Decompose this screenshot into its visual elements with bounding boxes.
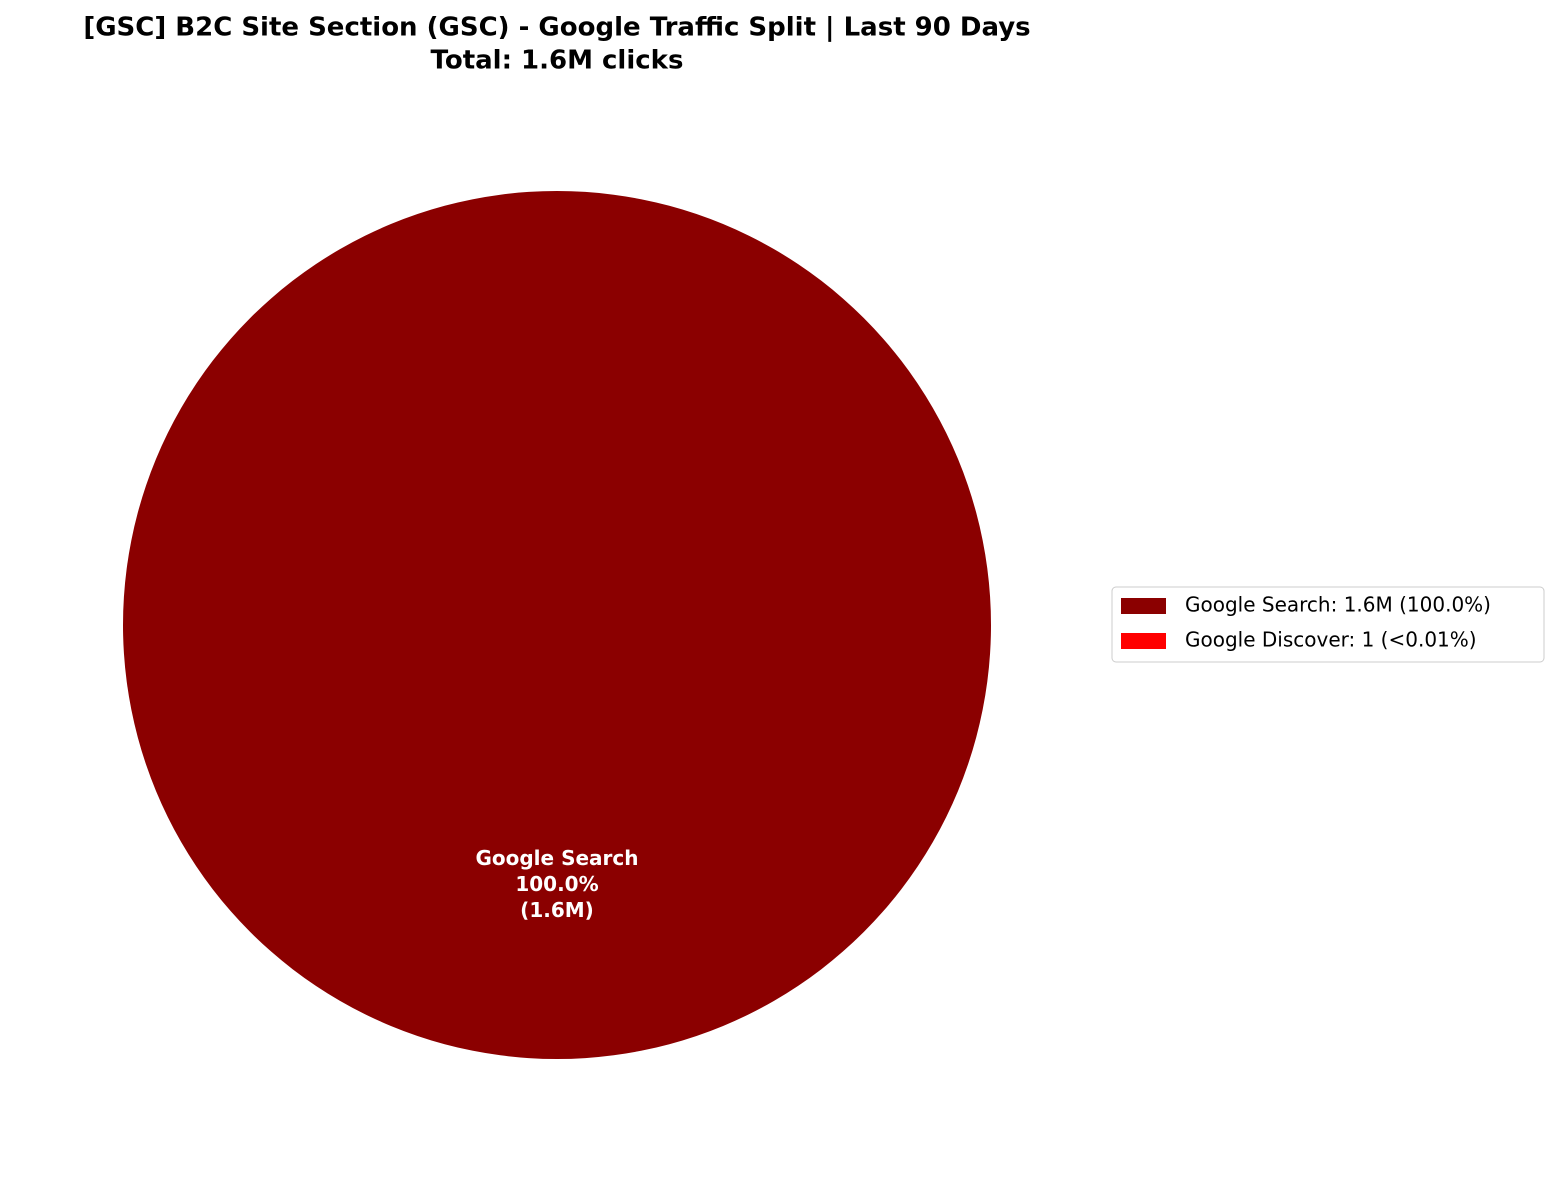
legend-label: Google Search: 1.6M (100.0%) bbox=[1185, 593, 1491, 617]
legend-label: Google Discover: 1 (<0.01%) bbox=[1185, 628, 1477, 652]
legend: Google Search: 1.6M (100.0%) Google Disco… bbox=[1111, 586, 1545, 663]
slice-label: (1.6M) bbox=[520, 898, 594, 922]
slice-label: 100.0% bbox=[515, 872, 598, 896]
legend-box bbox=[1111, 586, 1545, 663]
slice-label: Google Search bbox=[475, 846, 638, 870]
chart-title: [GSC] B2C Site Section (GSC) - Google Tr… bbox=[83, 13, 1030, 43]
legend-swatch bbox=[1121, 598, 1166, 614]
chart-subtitle: Total: 1.6M clicks bbox=[431, 46, 684, 76]
legend-swatch bbox=[1121, 633, 1166, 649]
pie-slice bbox=[123, 190, 992, 1060]
